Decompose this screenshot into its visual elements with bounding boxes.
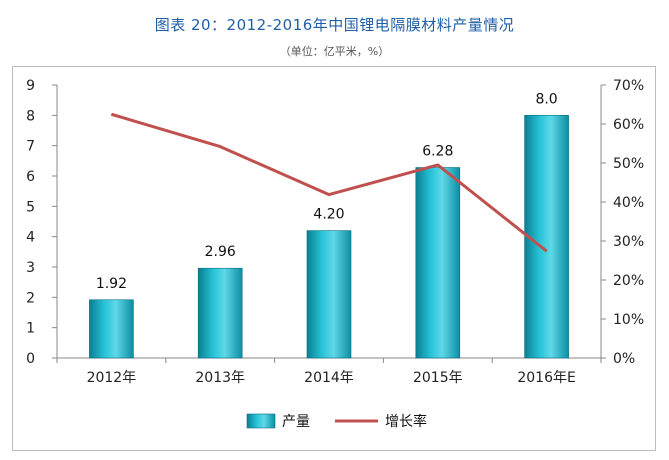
left-y-tick-label: 9 (26, 78, 35, 94)
right-y-tick-label: 0% (613, 351, 635, 367)
right-y-tick-label: 30% (613, 234, 644, 250)
bar-production (89, 299, 134, 359)
x-tick-label: 2012年 (87, 370, 137, 386)
right-y-tick-label: 70% (613, 78, 644, 94)
left-y-tick-label: 1 (26, 321, 35, 337)
bar-production (524, 115, 569, 359)
legend-label-production: 产量 (282, 414, 310, 430)
x-tick-label: 2013年 (195, 370, 245, 386)
bar-data-label: 8.0 (535, 91, 557, 107)
right-y-tick-label: 50% (613, 156, 644, 172)
right-y-tick-label: 10% (613, 312, 644, 328)
left-y-tick-label: 8 (26, 108, 35, 124)
right-y-tick-label: 40% (613, 195, 644, 211)
left-y-tick-label: 4 (26, 230, 35, 246)
bar-production (197, 267, 243, 359)
bar-production (415, 167, 461, 359)
chart-frame (12, 66, 656, 451)
bar-data-label: 2.96 (205, 244, 236, 260)
legend-swatch-production (246, 413, 276, 429)
bar-production (306, 230, 352, 359)
chart-title: 图表 20：2012-2016年中国锂电隔膜材料产量情况 (154, 16, 515, 34)
x-tick-label: 2014年 (304, 370, 354, 386)
x-tick-label: 2015年 (413, 370, 463, 386)
right-y-tick-label: 60% (613, 117, 644, 133)
left-y-tick-label: 0 (26, 351, 35, 367)
left-y-tick-label: 6 (26, 169, 35, 185)
left-y-tick-label: 7 (26, 139, 35, 155)
bar-data-label: 6.28 (422, 144, 453, 160)
left-y-tick-label: 3 (26, 260, 35, 276)
legend-label-growth-rate: 增长率 (385, 413, 427, 430)
right-y-tick-label: 20% (613, 273, 644, 289)
left-y-tick-label: 5 (26, 199, 35, 215)
chart-subtitle: （单位：亿平米，%） (279, 45, 390, 58)
left-y-tick-label: 2 (26, 290, 35, 306)
bar-data-label: 4.20 (313, 207, 344, 223)
x-tick-label: 2016年E (517, 370, 575, 386)
bar-data-label: 1.92 (96, 276, 127, 292)
